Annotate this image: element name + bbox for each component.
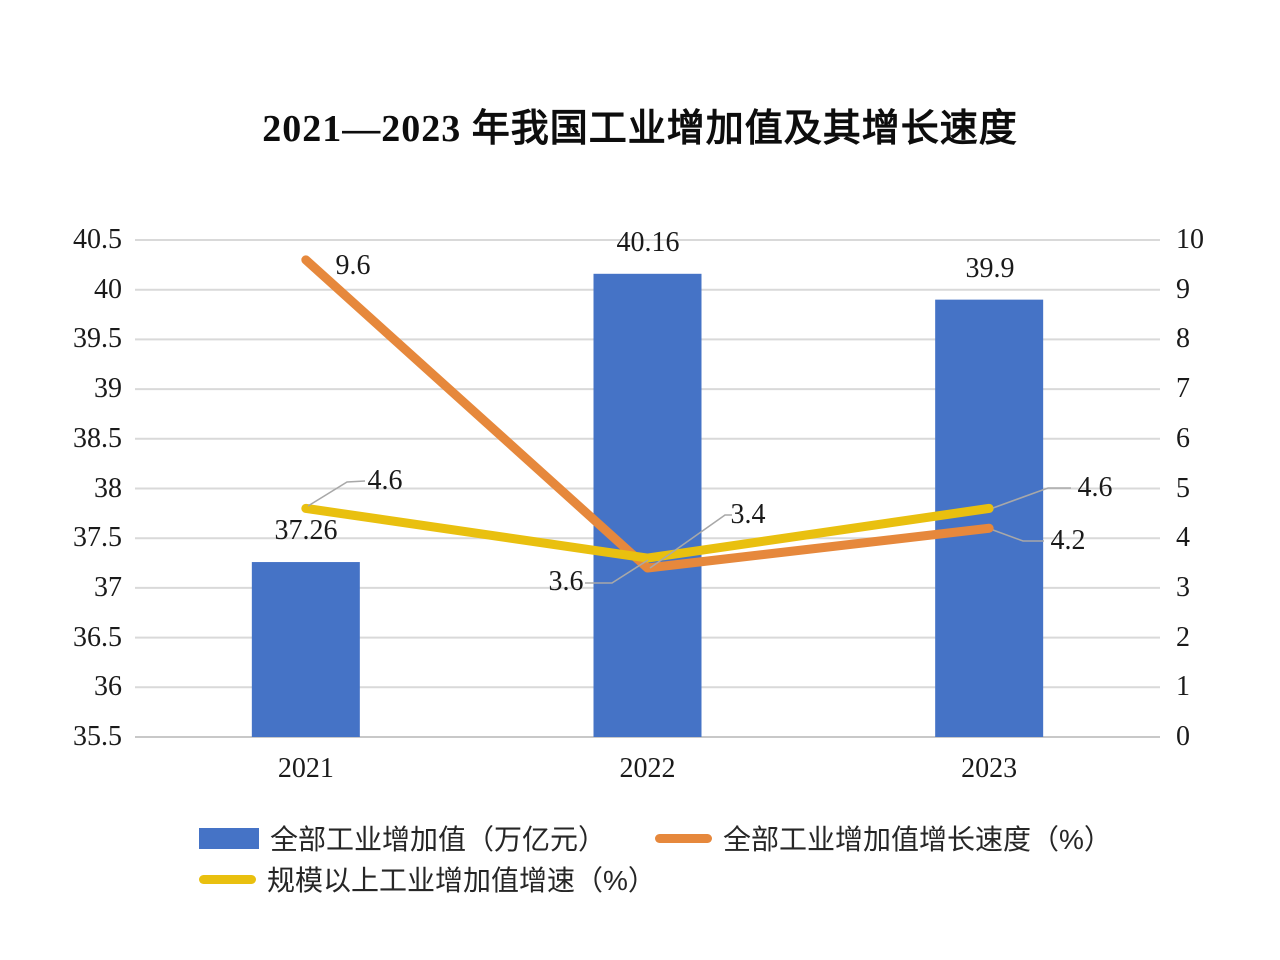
legend-swatch-yellow-line-icon (199, 874, 256, 884)
y-axis-tick-right: 5 (1176, 472, 1190, 504)
y-axis-tick-left: 38.5 (73, 422, 122, 454)
chart-title: 2021—2023 年我国工业增加值及其增长速度 (262, 108, 1018, 150)
y-axis-tick-right: 8 (1176, 323, 1190, 355)
y-axis-tick-right: 3 (1176, 571, 1190, 603)
y-axis-tick-left: 37 (94, 571, 122, 603)
legend-item-above-scale-growth: 规模以上工业增加值增速（%） (199, 858, 656, 900)
x-axis-label-2022: 2022 (619, 753, 676, 784)
legend-label-total-growth: 全部工业增加值增长速度（%） (723, 824, 1112, 855)
above-scale-growth-line (301, 503, 994, 563)
y-axis-tick-right: 0 (1176, 721, 1190, 752)
y-axis-tick-left: 38 (94, 472, 122, 504)
legend-item-bar: 全部工业增加值（万亿元） (199, 817, 606, 859)
y-axis-tick-left: 35.5 (73, 721, 122, 752)
y-axis-tick-left: 37.5 (73, 522, 122, 554)
leader-line (585, 559, 649, 584)
leader-line (992, 487, 1071, 509)
y-axis-tick-right: 1 (1176, 671, 1190, 703)
y-axis-tick-left: 39.5 (73, 323, 122, 355)
y-axis-tick-left: 40.5 (73, 224, 122, 255)
bar-2022 (593, 273, 702, 737)
bar-2021 (251, 562, 360, 737)
y-axis-tick-right: 4 (1176, 522, 1190, 554)
y-axis-tick-right: 9 (1176, 273, 1190, 305)
leader-line (307, 480, 366, 507)
total-growth-line (301, 255, 994, 573)
plot-svg (135, 239, 1160, 738)
legend-label-bar: 全部工业增加值（万亿元） (270, 824, 607, 855)
legend-label-above-scale-growth: 规模以上工业增加值增速（%） (267, 865, 656, 896)
y-axis-tick-right: 2 (1176, 621, 1190, 653)
y-axis-tick-left: 40 (94, 273, 122, 305)
legend-swatch-orange-line-icon (655, 833, 712, 843)
legend-swatch-bar (199, 827, 259, 849)
y-axis-tick-right: 10 (1176, 224, 1204, 255)
leader-line (992, 529, 1044, 542)
x-axis-label-2021: 2021 (277, 753, 334, 784)
y-axis-tick-right: 7 (1176, 373, 1190, 405)
y-axis-tick-left: 36 (94, 671, 122, 703)
y-axis-tick-right: 6 (1176, 422, 1190, 454)
plot-area (135, 239, 1160, 738)
y-axis-tick-left: 36.5 (73, 621, 122, 653)
y-axis-tick-left: 39 (94, 373, 122, 405)
bar-2023 (935, 299, 1044, 737)
legend-item-total-growth: 全部工业增加值增长速度（%） (655, 817, 1112, 859)
x-axis-label-2023: 2023 (961, 753, 1018, 784)
leader-line (649, 514, 732, 569)
